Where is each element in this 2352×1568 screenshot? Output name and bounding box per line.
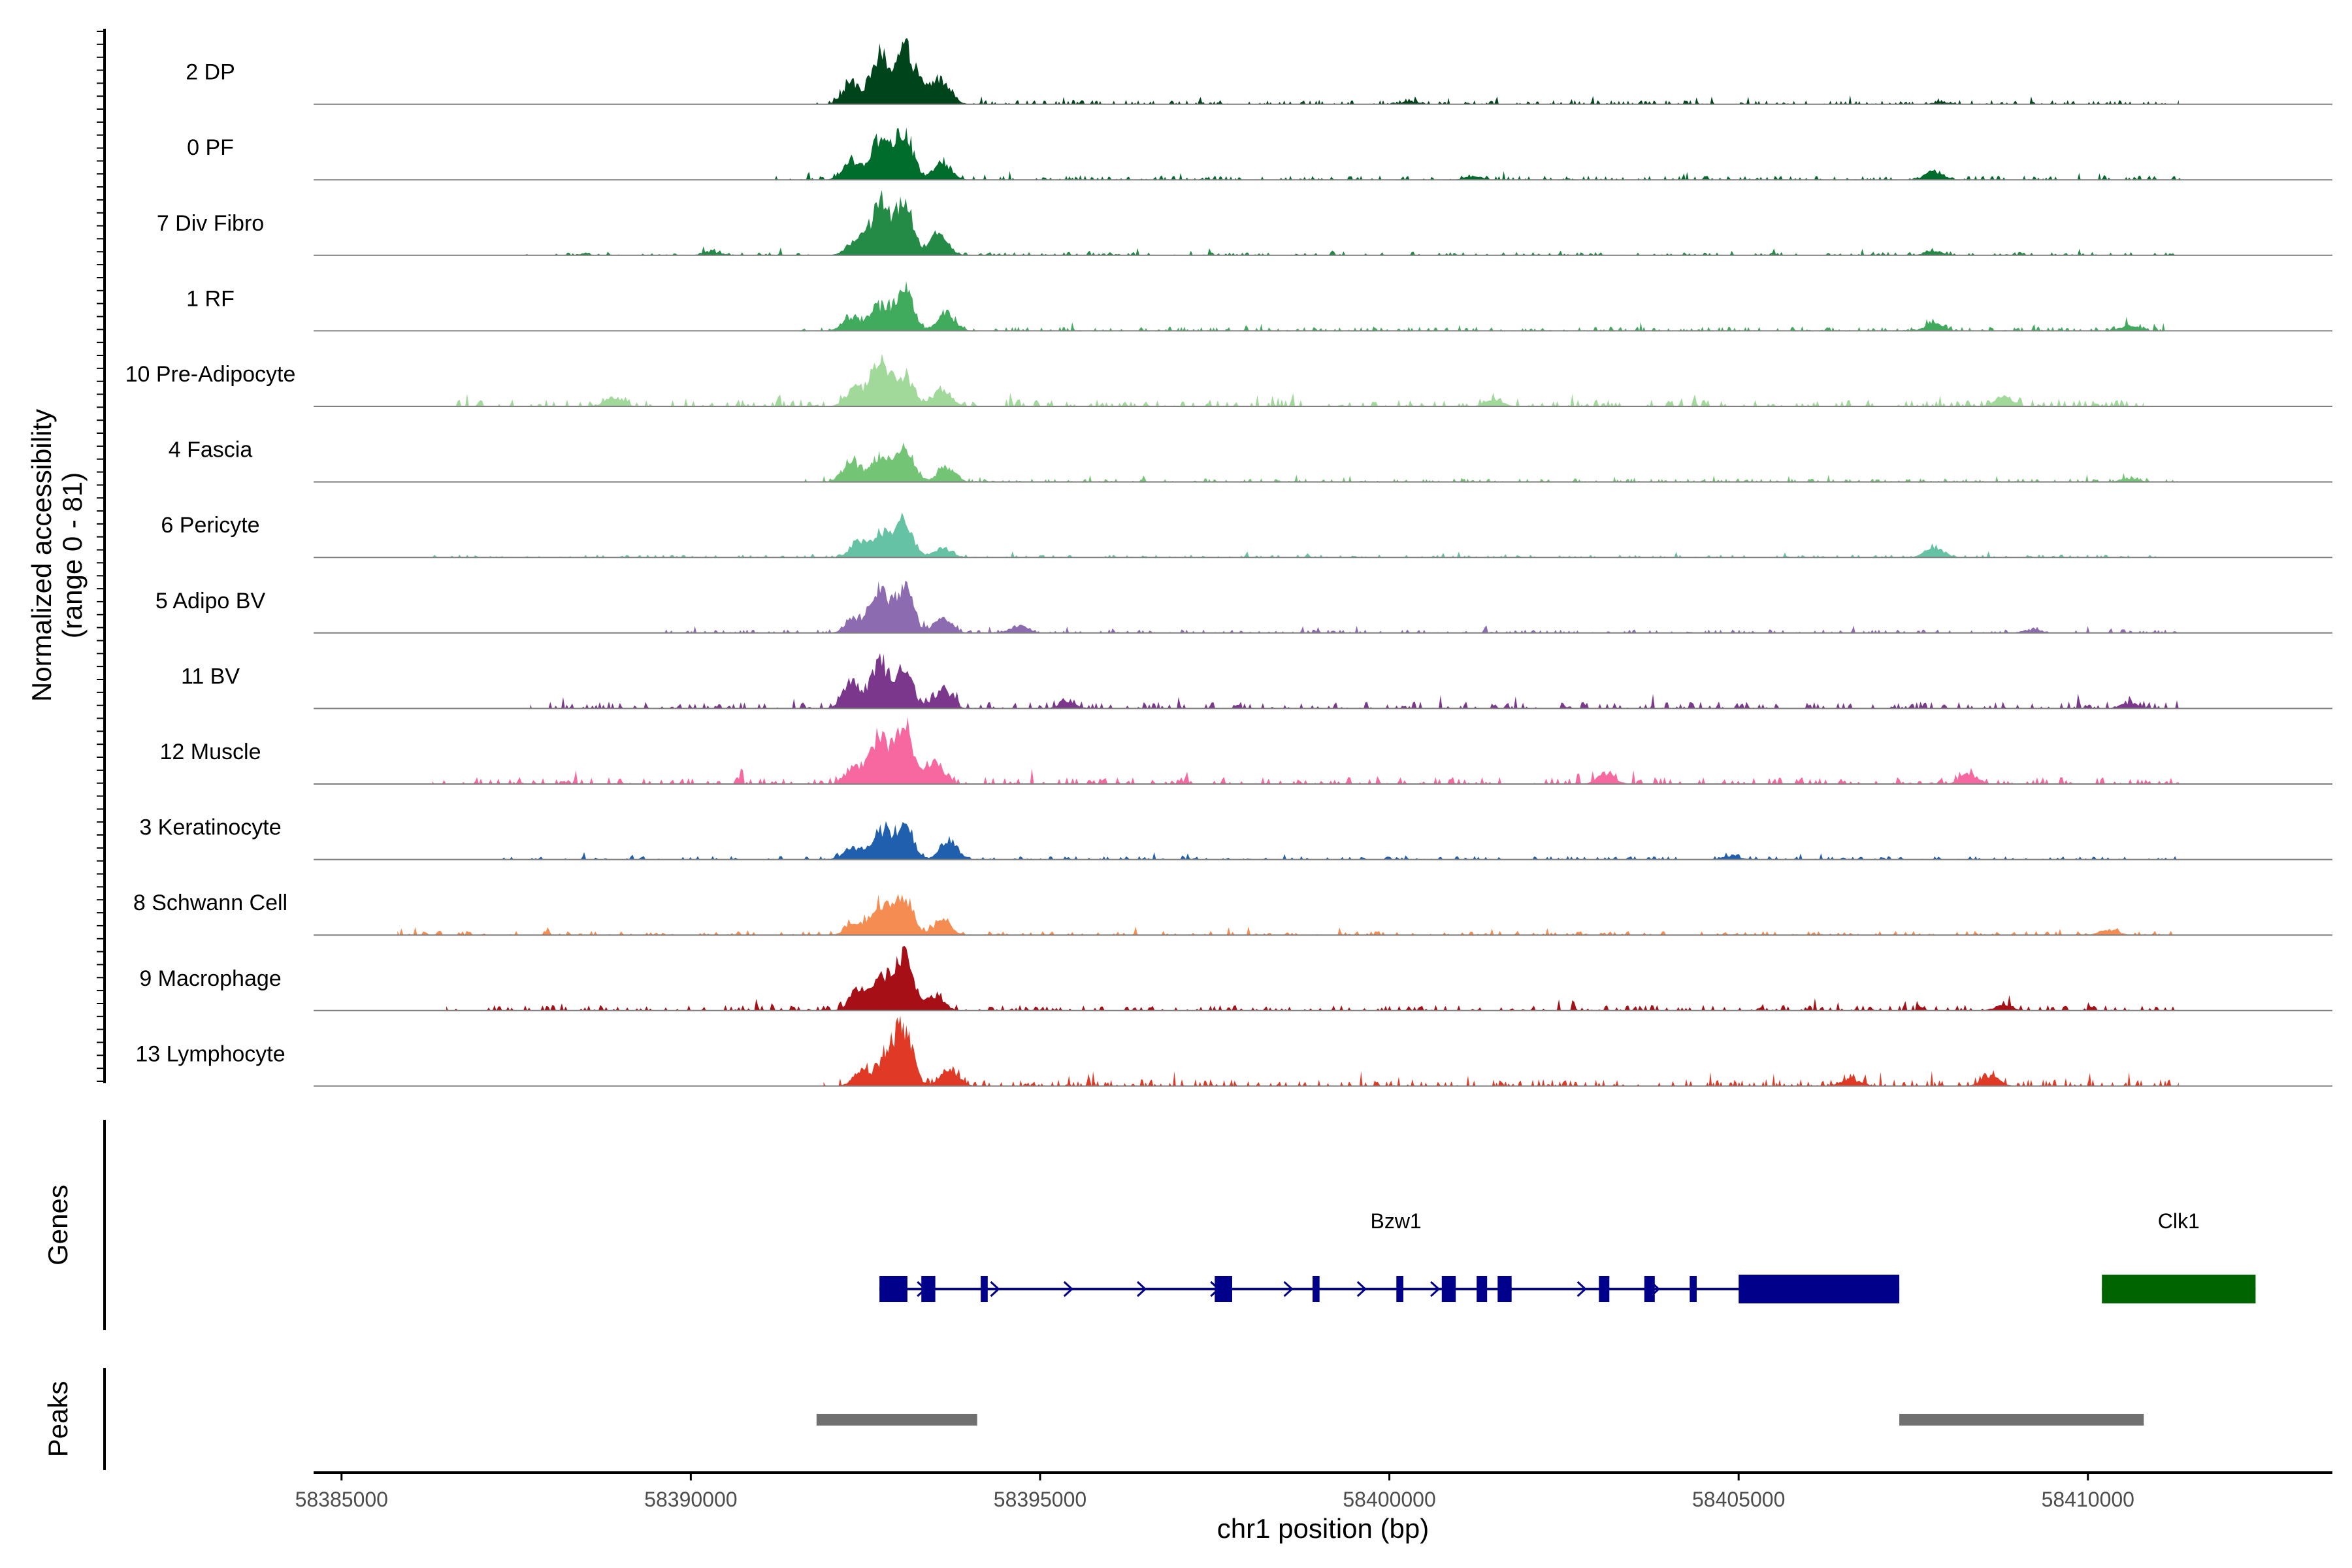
track-13-lymphocyte: 13 Lymphocyte <box>135 1015 2332 1087</box>
gene-exon <box>921 1276 936 1302</box>
track-label: 9 Macrophage <box>139 966 281 991</box>
gene-exon <box>1690 1276 1697 1302</box>
track-3-keratinocyte: 3 Keratinocyte <box>139 815 2332 860</box>
track-label: 0 PF <box>187 135 234 160</box>
track-4-fascia: 4 Fascia <box>169 438 2332 483</box>
track-10-pre-adipocyte: 10 Pre-Adipocyte <box>125 353 2332 407</box>
track-area <box>523 189 2179 255</box>
track-6-pericyte: 6 Pericyte <box>161 512 2332 559</box>
track-8-schwann-cell: 8 Schwann Cell <box>133 890 2332 936</box>
track-area <box>823 1015 2179 1086</box>
track-area <box>432 717 2179 784</box>
track-label: 10 Pre-Adipocyte <box>125 362 296 387</box>
track-area <box>802 442 2179 482</box>
strand-arrow <box>1576 1281 1587 1298</box>
track-label: 2 DP <box>186 60 235 85</box>
x-axis-title: chr1 position (bp) <box>1217 1513 1429 1544</box>
peak-region <box>816 1414 977 1426</box>
track-area <box>809 38 2179 105</box>
gene-exon <box>1497 1276 1512 1302</box>
gene-exon <box>1441 1276 1456 1302</box>
x-tick-label: 58390000 <box>644 1488 737 1511</box>
track-label: 5 Adipo BV <box>155 589 266 613</box>
y-axis-range: (range 0 - 81) <box>57 472 88 638</box>
strand-arrow <box>1136 1281 1147 1298</box>
gene-label: Clk1 <box>2158 1209 2200 1233</box>
track-label: 11 BV <box>181 664 240 689</box>
gene-exon <box>1215 1276 1232 1302</box>
x-tick-label: 58405000 <box>1692 1488 1785 1511</box>
gene-clk1: Clk1 <box>2102 1209 2256 1303</box>
gene-exon <box>879 1276 907 1302</box>
track-area <box>530 653 2179 709</box>
gene-exon <box>1599 1276 1610 1302</box>
gene-label: Bzw1 <box>1370 1209 1421 1233</box>
x-tick-label: 58410000 <box>2042 1488 2134 1511</box>
x-tick-label: 58385000 <box>295 1488 388 1511</box>
track-12-muscle: 12 Muscle <box>160 717 2332 785</box>
track-label: 7 Div Fibro <box>157 211 264 236</box>
gene-exon <box>981 1276 988 1302</box>
track-label: 4 Fascia <box>169 438 253 463</box>
track-area <box>432 512 2179 558</box>
track-area <box>446 945 2179 1011</box>
strand-arrow <box>1283 1281 1294 1298</box>
x-tick-label: 58395000 <box>994 1488 1086 1511</box>
strand-arrow <box>1063 1281 1073 1298</box>
gene-exon <box>1739 1275 1900 1303</box>
track-area <box>446 353 2144 406</box>
peaks-track <box>816 1414 2144 1426</box>
track-area <box>774 127 2186 180</box>
track-label: 8 Schwann Cell <box>133 890 287 915</box>
strand-arrow <box>1430 1281 1441 1298</box>
track-0-pf: 0 PF <box>187 127 2332 181</box>
gene-exon <box>2102 1275 2256 1303</box>
track-area <box>795 281 2179 331</box>
gene-exon <box>1313 1276 1320 1302</box>
track-7-div-fibro: 7 Div Fibro <box>157 189 2332 256</box>
gene-exon <box>1396 1276 1403 1302</box>
gene-exon <box>1477 1276 1488 1302</box>
track-5-adipo-bv: 5 Adipo BV <box>155 580 2332 634</box>
strand-arrow <box>990 1281 1000 1298</box>
peaks-panel-label: Peaks <box>42 1381 73 1458</box>
track-2-dp: 2 DP <box>186 38 2332 105</box>
track-1-rf: 1 RF <box>186 281 2332 332</box>
gene-exon <box>1644 1276 1655 1302</box>
track-label: 6 Pericyte <box>161 513 259 538</box>
y-axis-title: Normalized accessibility <box>26 409 57 702</box>
track-area <box>662 580 2179 633</box>
y-axis-ticks <box>97 31 105 1082</box>
track-label: 12 Muscle <box>160 740 261 764</box>
track-label: 1 RF <box>186 286 235 311</box>
genes-panel-label: Genes <box>42 1184 73 1266</box>
genes-track: Bzw1 Clk1 <box>879 1209 2256 1303</box>
x-tick-label: 58400000 <box>1343 1488 1435 1511</box>
x-axis-ticks: 58385000 58390000 58395000 58400000 58405000… <box>295 1473 2134 1511</box>
track-area <box>397 894 2179 936</box>
peak-region <box>1899 1414 2144 1426</box>
gene-bzw1: Bzw1 <box>879 1209 1900 1303</box>
accessibility-tracks: 2 DP 0 PF 7 Div Fibro 1 RF 10 Pre-Adipocyte 4… <box>125 38 2332 1087</box>
track-label: 3 Keratinocyte <box>139 815 281 840</box>
track-label: 13 Lymphocyte <box>135 1041 285 1066</box>
track-11-bv: 11 BV <box>181 653 2332 710</box>
strand-arrow <box>1356 1281 1367 1298</box>
track-area <box>502 821 2179 860</box>
track-9-macrophage: 9 Macrophage <box>139 945 2332 1011</box>
